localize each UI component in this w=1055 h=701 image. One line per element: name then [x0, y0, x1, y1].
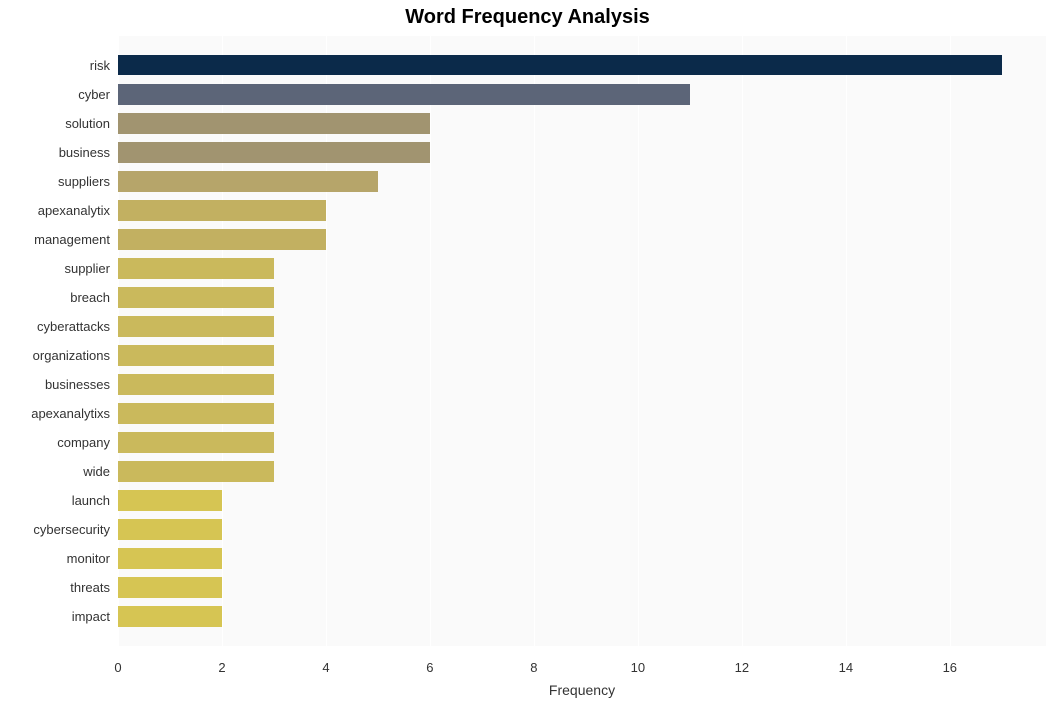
- bar: [118, 287, 274, 308]
- bar: [118, 519, 222, 540]
- y-category-label: management: [34, 232, 110, 247]
- bar: [118, 403, 274, 424]
- y-category-label: wide: [83, 464, 110, 479]
- y-category-label: supplier: [64, 261, 110, 276]
- bar: [118, 142, 430, 163]
- y-category-label: apexanalytixs: [31, 406, 110, 421]
- word-frequency-chart: Word Frequency Analysis Frequency 0 2 4 6 8 1…: [0, 0, 1055, 701]
- x-tick-label: 14: [839, 660, 853, 675]
- gridline: [638, 36, 639, 646]
- gridline: [846, 36, 847, 646]
- bar: [118, 171, 378, 192]
- bar: [118, 577, 222, 598]
- x-tick-label: 8: [530, 660, 537, 675]
- y-category-label: apexanalytix: [38, 203, 110, 218]
- y-category-label: monitor: [67, 551, 110, 566]
- bar: [118, 84, 690, 105]
- bar: [118, 200, 326, 221]
- y-category-label: organizations: [33, 348, 110, 363]
- bar: [118, 606, 222, 627]
- y-category-label: suppliers: [58, 174, 110, 189]
- gridline: [950, 36, 951, 646]
- y-category-label: launch: [72, 493, 110, 508]
- bar: [118, 229, 326, 250]
- bar: [118, 316, 274, 337]
- y-category-label: cybersecurity: [33, 522, 110, 537]
- gridline: [534, 36, 535, 646]
- x-tick-label: 12: [735, 660, 749, 675]
- bar: [118, 374, 274, 395]
- y-category-label: cyber: [78, 87, 110, 102]
- y-category-label: threats: [70, 580, 110, 595]
- y-category-label: businesses: [45, 377, 110, 392]
- chart-title: Word Frequency Analysis: [0, 6, 1055, 29]
- bar: [118, 345, 274, 366]
- bar: [118, 490, 222, 511]
- x-tick-label: 0: [114, 660, 121, 675]
- x-axis-label: Frequency: [118, 682, 1046, 698]
- y-category-label: business: [59, 145, 110, 160]
- y-category-label: company: [57, 435, 110, 450]
- plot-area: [118, 36, 1046, 646]
- bar: [118, 258, 274, 279]
- y-category-label: solution: [65, 116, 110, 131]
- x-tick-label: 2: [218, 660, 225, 675]
- y-category-label: cyberattacks: [37, 319, 110, 334]
- y-category-label: breach: [70, 290, 110, 305]
- y-category-label: risk: [90, 58, 110, 73]
- x-tick-label: 10: [631, 660, 645, 675]
- x-tick-label: 6: [426, 660, 433, 675]
- bar: [118, 461, 274, 482]
- bar: [118, 113, 430, 134]
- bar: [118, 548, 222, 569]
- gridline: [742, 36, 743, 646]
- gridline: [430, 36, 431, 646]
- bar: [118, 432, 274, 453]
- x-tick-label: 4: [322, 660, 329, 675]
- x-tick-label: 16: [943, 660, 957, 675]
- y-category-label: impact: [72, 609, 110, 624]
- bar: [118, 55, 1002, 76]
